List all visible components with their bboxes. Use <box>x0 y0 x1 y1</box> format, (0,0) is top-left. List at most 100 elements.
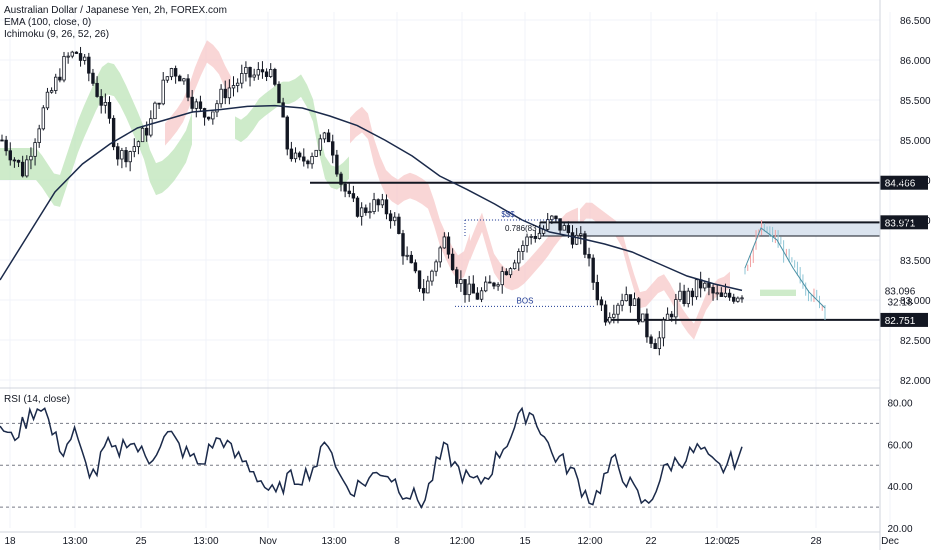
candle <box>558 218 562 235</box>
candle <box>99 89 103 114</box>
price-tick-label: 84.500 <box>900 176 931 187</box>
candle-body <box>244 66 248 74</box>
candle <box>347 182 351 198</box>
candle-body <box>525 236 529 246</box>
candle-body <box>446 236 451 255</box>
candle <box>426 275 430 294</box>
candle-body <box>686 290 690 305</box>
candle <box>686 287 690 308</box>
candle-body <box>269 69 273 77</box>
candle-body <box>252 74 256 78</box>
candle-body <box>149 118 153 136</box>
candle <box>413 259 418 274</box>
candle <box>376 198 380 212</box>
supply-zone <box>539 221 881 237</box>
candle <box>409 251 413 264</box>
candle <box>256 62 261 80</box>
candle <box>29 147 33 170</box>
candle <box>682 284 686 307</box>
candle-body <box>29 155 33 161</box>
candle <box>285 115 289 156</box>
candle <box>91 68 95 86</box>
candle-body <box>645 313 649 338</box>
candle <box>574 227 579 246</box>
candle-body <box>570 232 575 245</box>
candle <box>314 149 318 158</box>
candle-body <box>529 235 533 238</box>
candle <box>269 63 273 79</box>
candle <box>467 275 471 302</box>
candle-body <box>426 280 430 294</box>
candle <box>517 248 521 271</box>
candle-body <box>508 268 513 276</box>
ichimoku-legend[interactable]: Ichimoku (9, 26, 52, 26) <box>4 29 110 40</box>
candle <box>351 185 356 203</box>
candle <box>545 212 550 232</box>
candle-body <box>339 173 343 185</box>
candle-body <box>603 304 608 323</box>
candle <box>446 232 451 259</box>
candle <box>260 61 265 79</box>
candle <box>525 233 529 253</box>
candle-body <box>219 88 223 105</box>
ema-legend[interactable]: EMA (100, close, 0) <box>4 17 92 28</box>
candle-body <box>732 296 736 302</box>
price-tick-label: 83.500 <box>900 256 931 267</box>
rsi-pane <box>0 406 880 510</box>
candle <box>82 54 87 65</box>
candle <box>417 270 422 292</box>
candle <box>562 222 566 231</box>
candle-body <box>120 150 124 160</box>
candle <box>649 334 653 349</box>
candle <box>595 274 600 306</box>
candle-body <box>12 159 17 162</box>
candle <box>587 247 591 267</box>
candle-body <box>335 154 339 175</box>
candle-body <box>612 313 616 318</box>
candle-body <box>326 132 331 143</box>
candle <box>368 202 372 219</box>
candle <box>504 268 509 276</box>
candle-body <box>331 141 335 156</box>
rsi-legend[interactable]: RSI (14, close) <box>4 394 71 405</box>
candle-body <box>322 132 327 140</box>
candle-body <box>434 261 438 272</box>
candle-body <box>616 304 620 315</box>
rsi-legend-box: RSI (14, close) <box>4 394 70 406</box>
candle <box>355 196 360 218</box>
candle-body <box>562 225 566 231</box>
candle-body <box>674 299 678 318</box>
candle-body <box>438 247 442 263</box>
candle <box>727 288 732 301</box>
candle-body <box>574 234 579 245</box>
candle <box>599 296 604 311</box>
candle-body <box>359 207 364 217</box>
candle-body <box>202 108 207 118</box>
candle-body <box>153 102 157 120</box>
candle <box>66 52 70 64</box>
candle <box>207 116 211 121</box>
price-line-badge <box>880 175 928 190</box>
ema-polyline <box>0 104 743 292</box>
candle-body <box>49 90 54 93</box>
candle <box>331 134 335 164</box>
candle-body <box>566 225 571 234</box>
candle-body <box>413 262 418 272</box>
candle-body <box>670 313 674 318</box>
candle <box>678 282 682 302</box>
candle <box>616 302 620 324</box>
candle-body <box>368 211 372 214</box>
candle <box>665 307 670 321</box>
candle <box>653 338 657 350</box>
candle <box>388 210 393 229</box>
time-tick-label: 12:00 <box>449 536 474 547</box>
candle-body <box>207 116 211 120</box>
candle <box>645 308 649 343</box>
symbol-title[interactable]: Australian Dollar / Japanese Yen, 2h, FO… <box>4 5 227 16</box>
candle <box>628 294 633 313</box>
candle-body <box>173 68 178 77</box>
candle <box>0 134 4 142</box>
